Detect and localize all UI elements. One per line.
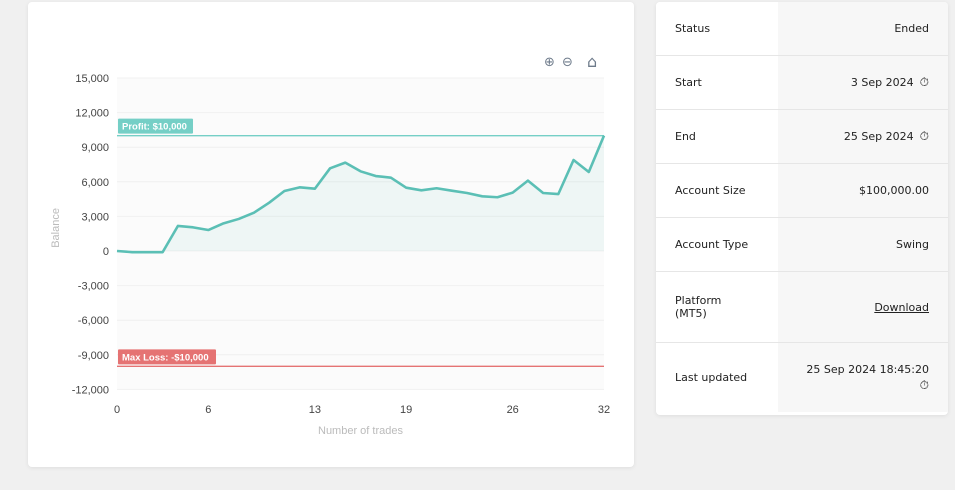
info-row: Last updated 25 Sep 2024 18:45:20 ⏱: [656, 343, 948, 412]
balance-line: [116, 135, 606, 254]
account-info-panel: Status Ended Start 3 Sep 2024 ⏱ End 25 Sep 202…: [656, 2, 948, 415]
x-tick-label: 26: [507, 404, 519, 416]
annotation-label: Max Loss: -$10,000: [122, 352, 209, 363]
info-value-cell: 3 Sep 2024 ⏱: [778, 56, 948, 109]
y-axis-label: Balance: [50, 208, 62, 248]
info-value-cell: 25 Sep 2024 ⏱: [778, 110, 948, 163]
download-link[interactable]: Download: [874, 300, 929, 314]
plot-area: [117, 78, 604, 390]
x-tick-label: 19: [400, 404, 412, 416]
x-tick-label: 6: [205, 404, 211, 416]
y-tick-label: 9,000: [81, 142, 109, 154]
info-value: 25 Sep 2024: [843, 130, 914, 143]
info-value: 3 Sep 2024: [850, 76, 914, 89]
info-label: End: [656, 110, 778, 163]
info-value-cell: Ended: [778, 2, 948, 55]
info-value-cell: $100,000.00: [778, 164, 948, 217]
balance-chart-card: ⊕ ⊖ ⌂ 15,000 12,000 9,000 6,000 3,000 0 -3,000…: [28, 2, 634, 467]
info-label: Status: [656, 2, 778, 55]
y-tick-label: -6,000: [78, 315, 109, 327]
info-label: Start: [656, 56, 778, 109]
y-tick-label: 12,000: [75, 108, 109, 120]
info-label: Account Size: [656, 164, 778, 217]
timer-icon: ⏱: [919, 75, 929, 89]
info-value-cell: Download: [778, 272, 948, 342]
info-row: Platform (MT5) Download: [656, 272, 948, 343]
balance-chart: 15,000 12,000 9,000 6,000 3,000 0 -3,000 -6,000…: [50, 73, 610, 437]
info-row: Start 3 Sep 2024 ⏱: [656, 56, 948, 110]
annotation-label-bg: [118, 349, 216, 365]
info-label: Account Type: [656, 218, 778, 271]
info-row: Account Type Swing: [656, 218, 948, 272]
info-label: Last updated: [656, 343, 778, 412]
y-tick-label: 15,000: [75, 73, 109, 85]
info-value: $100,000.00: [859, 184, 929, 197]
y-tick-label: 3,000: [81, 211, 109, 223]
info-value: 25 Sep 2024 18:45:20: [806, 362, 929, 376]
info-value-cell: Swing: [778, 218, 948, 271]
timer-icon: ⏱: [919, 377, 929, 392]
info-row: Status Ended: [656, 2, 948, 56]
zoom-in-icon[interactable]: ⊕: [544, 55, 555, 70]
x-tick-label: 0: [114, 404, 120, 416]
x-axis-label: Number of trades: [318, 425, 403, 437]
zoom-out-icon[interactable]: ⊖: [562, 55, 573, 70]
balance-area: [117, 135, 604, 253]
x-tick-label: 13: [309, 404, 321, 416]
x-tick-label: 32: [598, 404, 610, 416]
info-row: End 25 Sep 2024 ⏱: [656, 110, 948, 164]
y-tick-label: 0: [103, 246, 109, 258]
info-value: Swing: [896, 238, 929, 251]
y-tick-label: -9,000: [78, 350, 109, 362]
annotation-label: Profit: $10,000: [122, 122, 187, 133]
annotation-label-bg: [118, 118, 193, 134]
info-row: Account Size $100,000.00: [656, 164, 948, 218]
y-tick-label: 6,000: [81, 177, 109, 189]
y-tick-label: -12,000: [72, 384, 109, 396]
info-label: Platform (MT5): [656, 272, 778, 342]
timer-icon: ⏱: [919, 129, 929, 143]
info-value-cell: 25 Sep 2024 18:45:20 ⏱: [778, 343, 948, 412]
y-tick-label: -3,000: [78, 281, 109, 293]
home-reset-icon[interactable]: ⌂: [587, 52, 598, 71]
info-value: Ended: [894, 22, 929, 35]
